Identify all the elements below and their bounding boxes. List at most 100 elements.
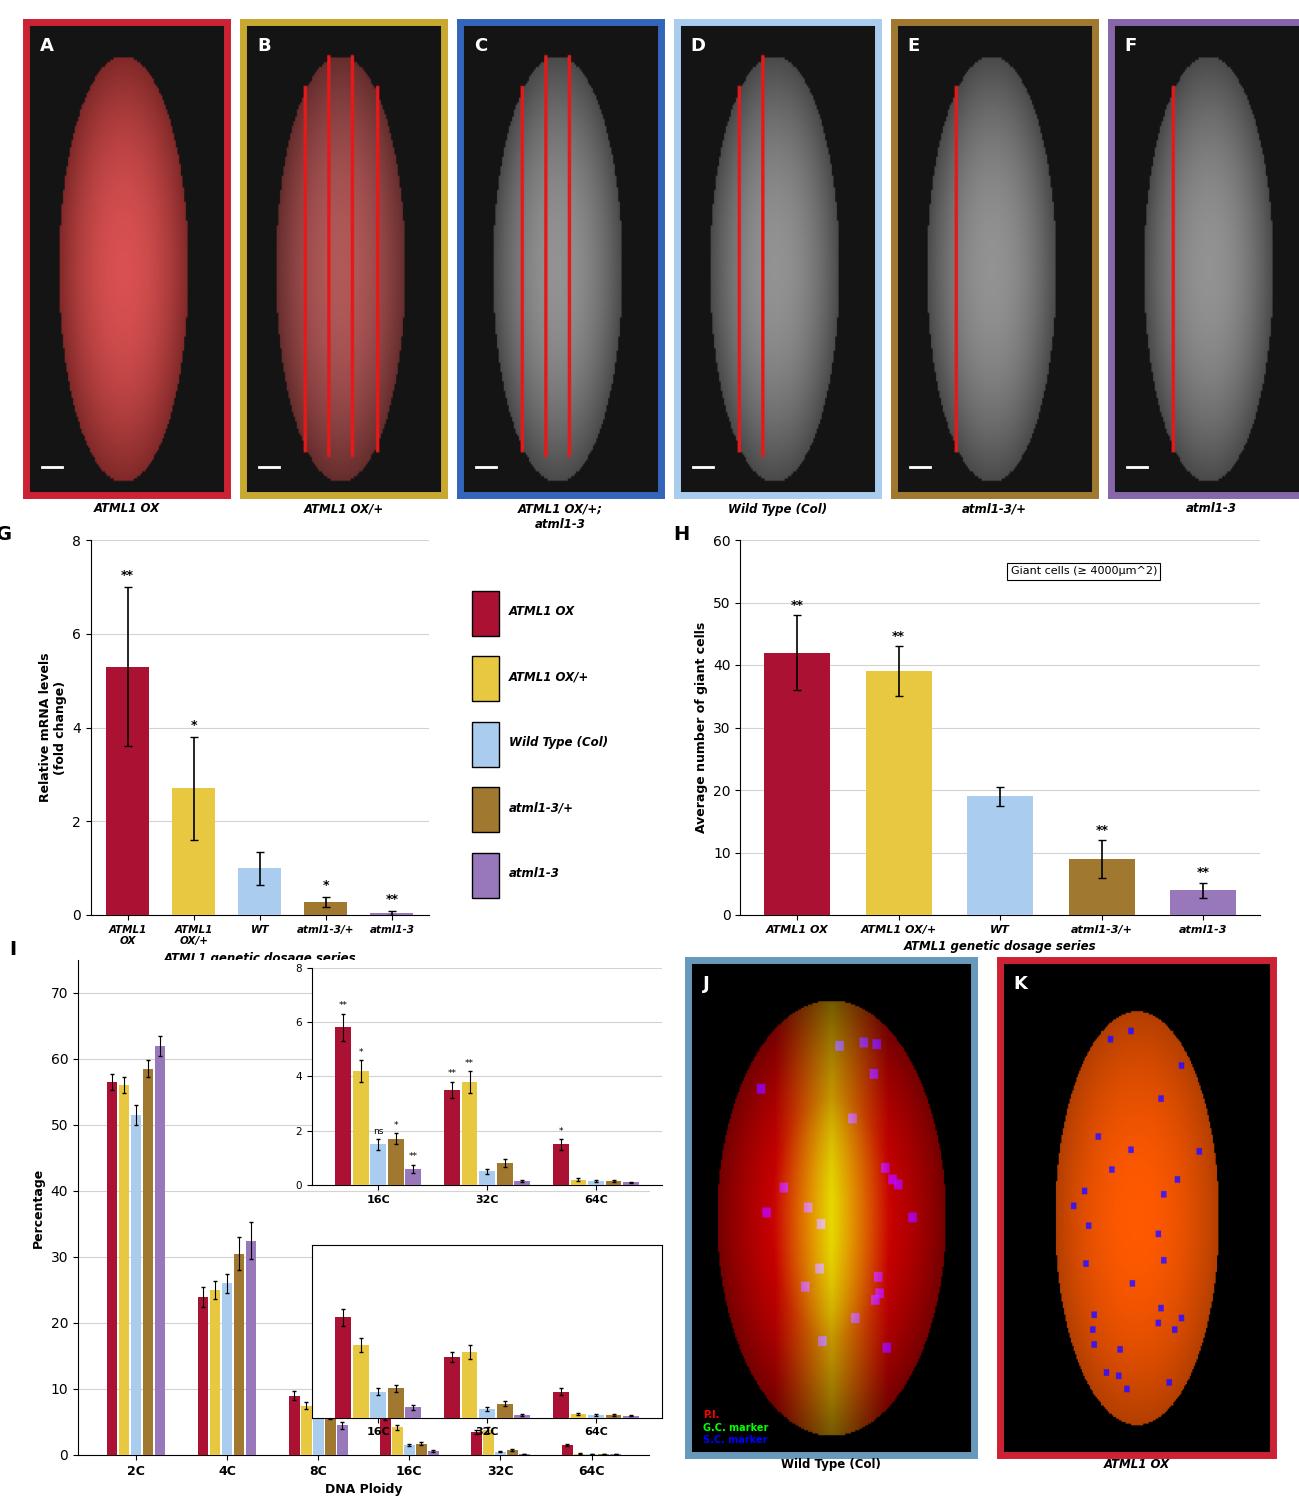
- Bar: [514, 1414, 530, 1418]
- X-axis label: ATML1 genetic dosage series: ATML1 genetic dosage series: [904, 940, 1096, 954]
- Bar: [562, 1444, 573, 1455]
- Y-axis label: Relative mRNA levels
(fold change): Relative mRNA levels (fold change): [39, 652, 66, 802]
- Text: **: **: [465, 1059, 474, 1068]
- Bar: [461, 1352, 478, 1418]
- Bar: [479, 1172, 495, 1185]
- Bar: [404, 1444, 414, 1455]
- Text: ATML1 OX/+;
atml1-3: ATML1 OX/+; atml1-3: [518, 503, 603, 531]
- Bar: [588, 1180, 604, 1185]
- Bar: [335, 1028, 351, 1185]
- Text: atml1-3: atml1-3: [1186, 503, 1237, 516]
- Bar: [444, 1090, 460, 1185]
- Bar: [155, 1046, 165, 1455]
- Bar: [370, 912, 413, 915]
- Text: **: **: [892, 630, 905, 644]
- Text: S.C. marker: S.C. marker: [703, 1436, 768, 1444]
- Bar: [118, 1086, 130, 1455]
- Bar: [588, 1414, 604, 1418]
- Bar: [479, 1408, 495, 1418]
- Text: ATML1 OX: ATML1 OX: [1104, 1458, 1169, 1472]
- Text: **: **: [1196, 867, 1209, 879]
- Text: *: *: [191, 718, 197, 732]
- Bar: [143, 1070, 153, 1455]
- Bar: [301, 1406, 312, 1455]
- Text: atml1-3/+: atml1-3/+: [509, 801, 574, 814]
- Bar: [605, 1414, 621, 1418]
- Bar: [461, 1082, 478, 1185]
- Text: C: C: [474, 36, 487, 54]
- Bar: [553, 1144, 569, 1185]
- Bar: [335, 1317, 351, 1418]
- Bar: [416, 1444, 426, 1455]
- Text: Wild Type (Col): Wild Type (Col): [782, 1458, 881, 1472]
- Bar: [197, 1296, 208, 1455]
- Bar: [405, 1168, 421, 1185]
- Bar: [405, 1407, 421, 1418]
- Text: K: K: [1013, 975, 1028, 993]
- Y-axis label: Percentage: Percentage: [32, 1167, 45, 1248]
- Text: **: **: [409, 1152, 418, 1161]
- X-axis label: ATML1 genetic dosage series: ATML1 genetic dosage series: [164, 952, 356, 964]
- Bar: [107, 666, 149, 915]
- Text: *: *: [322, 879, 329, 892]
- Bar: [764, 652, 830, 915]
- Bar: [968, 796, 1033, 915]
- Bar: [444, 1358, 460, 1418]
- FancyBboxPatch shape: [472, 591, 499, 636]
- FancyBboxPatch shape: [472, 853, 499, 897]
- Bar: [496, 1404, 513, 1417]
- Text: *: *: [359, 1047, 362, 1056]
- Text: I: I: [9, 940, 17, 958]
- Bar: [427, 1450, 439, 1455]
- Bar: [495, 1452, 505, 1455]
- FancyBboxPatch shape: [472, 788, 499, 832]
- Bar: [325, 1416, 335, 1455]
- Text: ATML1 OX: ATML1 OX: [94, 503, 160, 516]
- Bar: [209, 1290, 221, 1455]
- Bar: [370, 1392, 386, 1417]
- Bar: [304, 902, 347, 915]
- Bar: [1170, 890, 1237, 915]
- Bar: [234, 1254, 244, 1455]
- Text: *: *: [559, 1126, 564, 1136]
- Text: **: **: [386, 892, 399, 906]
- Bar: [388, 1388, 404, 1417]
- Text: D: D: [691, 36, 705, 54]
- Text: **: **: [448, 1070, 456, 1078]
- Bar: [553, 1392, 569, 1417]
- Bar: [388, 1138, 404, 1185]
- Text: ATML1 OX/+: ATML1 OX/+: [509, 670, 590, 684]
- Text: Wild Type (Col): Wild Type (Col): [509, 736, 608, 748]
- Text: ATML1 OX: ATML1 OX: [509, 604, 575, 618]
- Bar: [483, 1430, 494, 1455]
- Text: **: **: [791, 598, 804, 612]
- Text: E: E: [908, 36, 920, 54]
- Bar: [624, 1182, 639, 1185]
- Text: J: J: [703, 975, 709, 993]
- Text: Giant cells (≥ 4000μm^2): Giant cells (≥ 4000μm^2): [1011, 567, 1157, 576]
- Text: G: G: [0, 525, 13, 544]
- Bar: [370, 1144, 386, 1185]
- Bar: [107, 1082, 117, 1455]
- Bar: [336, 1425, 348, 1455]
- Bar: [570, 1414, 586, 1418]
- Bar: [496, 1164, 513, 1185]
- Bar: [288, 1395, 300, 1455]
- Text: B: B: [257, 36, 270, 54]
- Text: *: *: [394, 1120, 397, 1130]
- Bar: [379, 1416, 391, 1455]
- Text: P.I.: P.I.: [703, 1410, 720, 1420]
- Text: A: A: [40, 36, 55, 54]
- Text: F: F: [1125, 36, 1137, 54]
- Bar: [130, 1114, 142, 1455]
- Bar: [353, 1346, 369, 1418]
- Bar: [624, 1416, 639, 1418]
- FancyBboxPatch shape: [472, 722, 499, 766]
- Bar: [238, 868, 282, 915]
- Text: **: **: [121, 568, 134, 582]
- X-axis label: DNA Ploidy: DNA Ploidy: [325, 1484, 403, 1497]
- Text: **: **: [1095, 824, 1108, 837]
- Text: Wild Type (Col): Wild Type (Col): [727, 503, 827, 516]
- Bar: [313, 1400, 323, 1455]
- Bar: [570, 1179, 586, 1185]
